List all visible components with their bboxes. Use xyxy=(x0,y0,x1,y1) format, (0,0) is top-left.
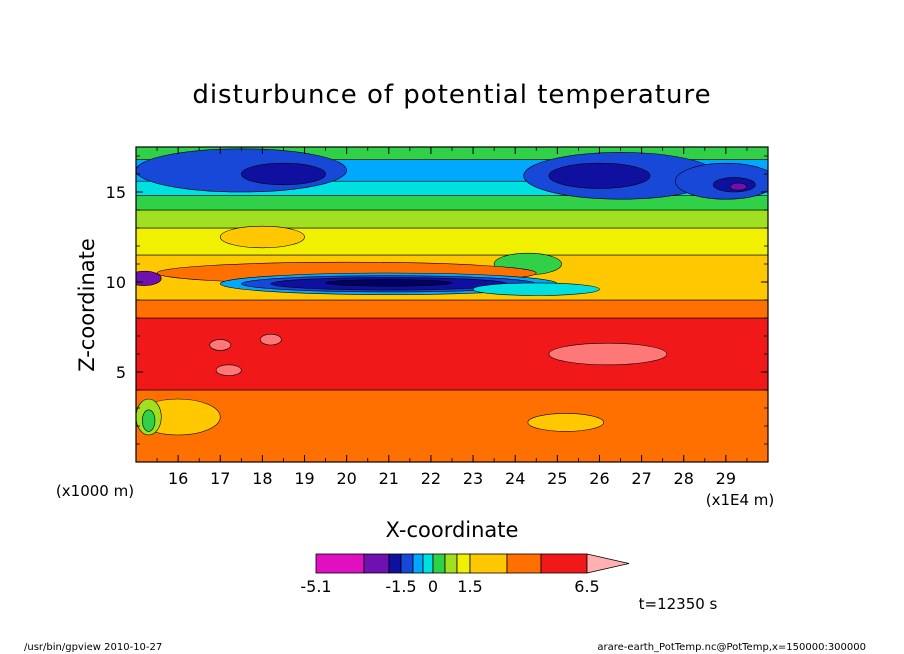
contour-region-3 xyxy=(548,162,651,189)
x-tick-label-16: 16 xyxy=(168,469,188,488)
contour-region-22 xyxy=(142,409,156,432)
colorbar-label-4: 6.5 xyxy=(574,577,599,596)
footer-left: /usr/bin/gpview 2010-10-27 xyxy=(24,642,162,653)
colorbar-labels: -5.1 -1.5 0 1.5 6.5 xyxy=(300,577,599,596)
x-axis-ticks: 16 17 18 19 20 21 22 23 24 25 26 27 28 29 xyxy=(156,147,748,488)
colorbar-segment-5 xyxy=(422,553,434,574)
contour-region-6 xyxy=(729,182,748,191)
x-tick-label-23: 23 xyxy=(463,469,483,488)
colorbar-segment-9 xyxy=(469,553,508,574)
x-tick-label-22: 22 xyxy=(421,469,441,488)
y-axis-ticks: 5 10 15 xyxy=(106,155,768,445)
colorbar-segment-4 xyxy=(412,553,424,574)
contour-region-13 xyxy=(325,279,453,287)
contour-band-1 xyxy=(136,317,768,391)
colorbar-segment-8 xyxy=(456,553,471,574)
y-tick-label-10: 10 xyxy=(106,273,126,292)
contour-band-5 xyxy=(136,209,768,229)
colorbar-label-0: -5.1 xyxy=(300,577,331,596)
contour-region-7 xyxy=(219,225,305,249)
contour-region-19 xyxy=(215,364,242,376)
x-tick-label-28: 28 xyxy=(674,469,694,488)
x-tick-label-27: 27 xyxy=(631,469,651,488)
x-tick-label-17: 17 xyxy=(210,469,230,488)
colorbar-segment-7 xyxy=(444,553,458,574)
contour-band-2 xyxy=(136,299,768,319)
contour-region-23 xyxy=(527,413,604,432)
contour-region-16 xyxy=(548,342,668,366)
colorbar-segment-1 xyxy=(363,553,390,574)
x-axis-label: X-coordinate xyxy=(386,518,519,542)
time-label: t=12350 s xyxy=(639,595,718,613)
colorbar-segment-0 xyxy=(315,553,365,574)
contour-region-1 xyxy=(241,162,326,186)
x-tick-label-21: 21 xyxy=(379,469,399,488)
x-unit-right: (x1E4 m) xyxy=(706,491,775,509)
x-tick-label-19: 19 xyxy=(294,469,314,488)
contour-field xyxy=(136,147,768,462)
colorbar-segment-3 xyxy=(400,553,414,574)
x-tick-label-26: 26 xyxy=(589,469,609,488)
chart-title: disturbunce of potential temperature xyxy=(192,80,711,110)
contour-region-14 xyxy=(136,270,162,286)
colorbar-label-2: 0 xyxy=(428,577,438,596)
colorbar-segment-2 xyxy=(388,553,402,574)
x-tick-label-29: 29 xyxy=(716,469,736,488)
contour-region-17 xyxy=(209,339,232,351)
x-unit-left: (x1000 m) xyxy=(56,482,134,500)
colorbar-segment-10 xyxy=(506,553,542,574)
y-tick-label-15: 15 xyxy=(106,183,126,202)
colorbar-segment-11 xyxy=(540,553,588,574)
x-tick-label-18: 18 xyxy=(252,469,272,488)
y-axis-label: Z-coordinate xyxy=(75,238,99,372)
colorbar-arrow xyxy=(586,553,630,574)
contour-region-18 xyxy=(259,333,282,346)
colorbar-label-3: 1.5 xyxy=(457,577,482,596)
colorbar-segment-6 xyxy=(432,553,446,574)
colorbar-label-1: -1.5 xyxy=(385,577,416,596)
x-tick-label-20: 20 xyxy=(336,469,356,488)
y-tick-label-5: 5 xyxy=(116,363,126,382)
contour-band-0 xyxy=(136,389,768,462)
colorbar xyxy=(315,553,630,574)
x-tick-label-25: 25 xyxy=(547,469,567,488)
contour-region-15 xyxy=(472,282,600,296)
x-tick-label-24: 24 xyxy=(505,469,525,488)
contour-band-6 xyxy=(136,195,768,211)
footer-right: arare-earth_PotTemp.nc@PotTemp,x=150000:… xyxy=(597,642,866,653)
